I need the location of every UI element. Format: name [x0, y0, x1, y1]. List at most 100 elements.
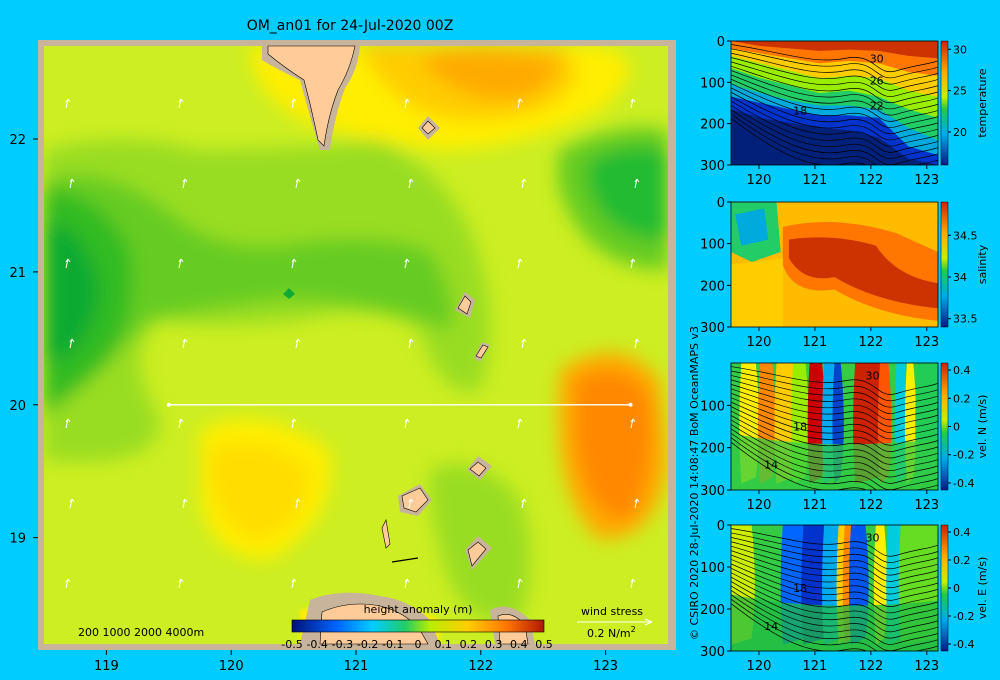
wind-arrow	[178, 258, 184, 269]
wind-arrow	[634, 498, 640, 509]
contour-line	[731, 419, 938, 472]
wind-arrow	[521, 338, 527, 349]
map-y-tick-label: 19	[9, 532, 26, 547]
wind-arrow	[634, 178, 640, 189]
section-x-tick-label: 122	[858, 498, 883, 513]
contour-label: 18	[793, 421, 807, 434]
colorbar-tick-label: 0.3	[485, 638, 503, 651]
contour-line	[731, 424, 938, 478]
wind-arrow	[65, 258, 71, 269]
svg-text:0.2 N/m2: 0.2 N/m2	[587, 625, 636, 640]
wind-arrow	[295, 498, 301, 509]
colorbar-tick-label: 0.4	[953, 364, 971, 377]
colorbar-tick-label: -0.2	[357, 638, 378, 651]
contour-line	[731, 576, 938, 626]
section-x-tick-label: 121	[803, 173, 828, 188]
section-x-tick-label: 122	[858, 659, 883, 674]
contour-line	[731, 392, 938, 433]
wind-arrow	[521, 498, 527, 509]
contour-line	[731, 532, 938, 563]
colorbar-tick-label: -0.5	[281, 638, 302, 651]
contour-label: 18	[793, 582, 807, 595]
contour-line	[731, 559, 938, 601]
wind-stress-unit-exponent: 2	[631, 625, 636, 634]
colorbar-tick-label: -0.2	[953, 610, 974, 623]
wind-arrow	[630, 258, 636, 269]
wind-arrow	[521, 178, 527, 189]
section-panels: 30 26 22 18 30 25 20 temperature 120 121 122 123 0 10…	[700, 35, 989, 674]
wind-arrow	[65, 98, 71, 109]
contour-line	[731, 581, 938, 633]
contour-line	[731, 563, 938, 608]
section-x-tick-label: 120	[747, 173, 772, 188]
contour-line	[731, 87, 938, 135]
contour-label: 30	[866, 370, 880, 383]
wind-arrow	[69, 178, 75, 189]
section-y-tick-label: 0	[717, 519, 725, 534]
colorbar-tick-label: -0.3	[332, 638, 353, 651]
section-y-tick-label: 200	[700, 118, 725, 133]
contour-line	[731, 406, 938, 453]
wind-arrow	[178, 98, 184, 109]
wind-arrow	[291, 418, 297, 429]
section-x-tick-label: 123	[914, 335, 939, 350]
contour-line	[731, 104, 938, 159]
contour-line	[731, 550, 938, 589]
section-y-tick-label: 100	[700, 399, 725, 414]
wind-arrow	[630, 418, 636, 429]
transect-line	[166, 402, 633, 407]
colorbar-tick-label: 0.4	[953, 526, 971, 539]
colorbar-tick-label: 34.5	[953, 229, 978, 242]
contour-line	[731, 397, 938, 440]
wind-arrow	[404, 98, 410, 109]
contour-line	[731, 74, 938, 116]
colorbar-tick-label: 33.5	[953, 313, 978, 326]
map-y-tick-label: 21	[9, 266, 26, 281]
wind-arrow	[291, 258, 297, 269]
wind-arrow	[408, 338, 414, 349]
wind-stress-value: 0.2 N/m	[587, 627, 631, 640]
salinity-section: 34.5 34 33.5 salinity 120 121 122 123 0 100 200 300	[700, 196, 989, 350]
contour-line	[731, 366, 938, 395]
contour-line	[731, 585, 938, 639]
contour-line	[731, 65, 938, 104]
depth-legend: 200 1000 2000 4000m	[78, 626, 204, 639]
wind-arrow	[182, 338, 188, 349]
wind-arrow	[404, 418, 410, 429]
colorbar-tick-label: -0.4	[953, 638, 974, 651]
figure-title: OM_an01 for 24-Jul-2020 00Z	[247, 18, 454, 34]
section-x-tick-label: 121	[803, 335, 828, 350]
section-x-tick-label: 121	[803, 498, 828, 513]
wind-arrow	[182, 498, 188, 509]
contour-line	[731, 96, 938, 147]
copyright-text: © CSIRO 2020 28-Jul-2020 14:08:47 BoM Oc…	[688, 326, 701, 640]
colorbar-tick-label: 34	[953, 271, 967, 284]
colorbar-label: vel. N (m/s)	[976, 395, 989, 459]
contour-line	[731, 541, 938, 576]
wind-stress-label: wind stress	[581, 605, 643, 618]
contour-line	[731, 545, 938, 582]
wind-arrow	[291, 578, 297, 589]
map-x-tick-label: 120	[219, 659, 244, 674]
section-y-tick-label: 100	[700, 76, 725, 91]
contour-line	[731, 57, 938, 91]
section-y-tick-label: 100	[700, 238, 725, 253]
contour-label: 14	[764, 620, 778, 633]
map-x-tick-label: 119	[94, 659, 119, 674]
section-y-tick-label: 0	[717, 35, 725, 50]
contour-line	[731, 589, 938, 645]
section-y-tick-label: 200	[700, 279, 725, 294]
colorbar-tick-label: 0.2	[460, 638, 478, 651]
colorbar-label: salinity	[976, 244, 989, 284]
section-colorbar	[940, 201, 949, 328]
contour-line	[731, 48, 938, 79]
contour-line	[731, 388, 938, 427]
section-x-tick-label: 123	[914, 659, 939, 674]
wind-arrow	[178, 578, 184, 589]
contour-line	[731, 428, 938, 484]
contour-label: 26	[870, 75, 884, 88]
wind-arrow	[69, 338, 75, 349]
contour-line	[731, 594, 938, 651]
